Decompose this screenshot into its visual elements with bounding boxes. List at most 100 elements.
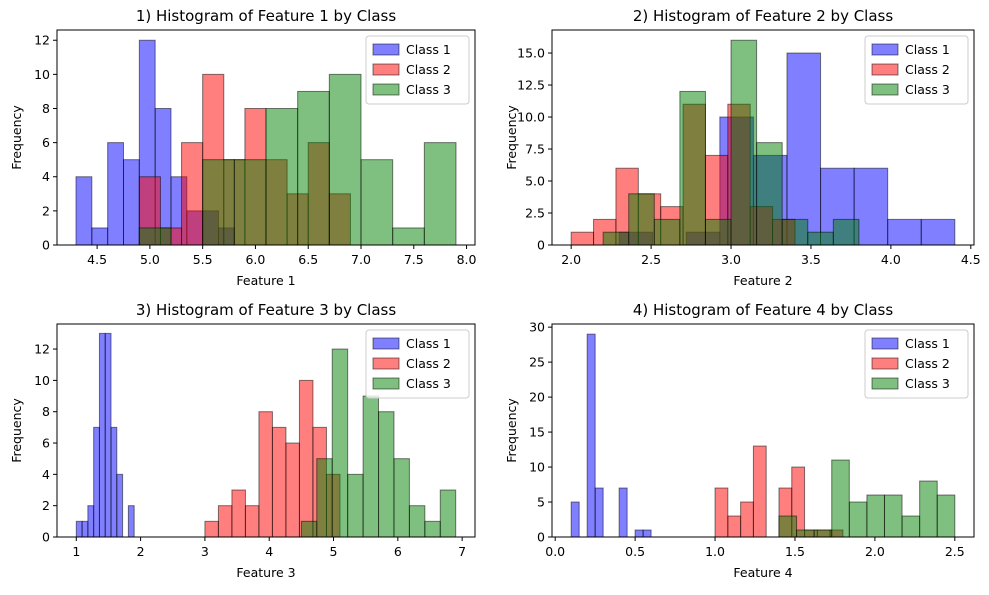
legend-swatch — [871, 63, 899, 76]
histogram-bar — [714, 487, 729, 538]
histogram-bar — [594, 487, 604, 538]
y-tick-label: 25 — [529, 355, 545, 370]
histogram-bar — [116, 473, 124, 538]
series-class-3 — [602, 39, 860, 246]
histogram-bar — [127, 505, 135, 538]
x-tick-label: 2.0 — [865, 544, 885, 559]
legend-label: Class 1 — [406, 42, 451, 57]
histogram-bar — [285, 442, 300, 538]
x-tick-label: 4.5 — [87, 252, 107, 267]
histogram-bar — [831, 459, 850, 538]
x-tick-label: 4.5 — [961, 252, 981, 267]
y-axis-label: Frequency — [504, 105, 519, 170]
histogram-bar — [813, 529, 833, 538]
histogram-bar — [786, 52, 822, 246]
histogram-bar — [202, 159, 235, 246]
histogram-bar — [408, 505, 426, 538]
histogram-bar — [244, 505, 260, 538]
histogram-bar — [853, 167, 889, 246]
y-tick-label: 6 — [42, 135, 50, 150]
x-tick-label: 4 — [265, 544, 273, 559]
series-class-3 — [778, 459, 956, 538]
histogram-bar — [393, 458, 410, 538]
x-tick-label: 0.5 — [625, 544, 645, 559]
y-tick-label: 4 — [42, 467, 50, 482]
y-tick-label: 10 — [529, 460, 545, 475]
series-class-3 — [300, 348, 457, 538]
histogram-bar — [91, 227, 109, 246]
x-tick-label: 2.5 — [945, 544, 965, 559]
plot-frame — [551, 29, 975, 246]
histogram-bar — [392, 227, 425, 246]
legend-label: Class 2 — [905, 62, 950, 77]
x-tick-label: 1.0 — [705, 544, 725, 559]
histogram-bar — [258, 411, 273, 538]
histogram-bar — [887, 218, 922, 246]
x-tick-label: 5.5 — [193, 252, 213, 267]
histogram-bar — [233, 159, 267, 246]
histogram-bar — [204, 520, 219, 538]
histogram-bar — [107, 142, 124, 246]
y-tick-label: 0 — [537, 238, 545, 253]
y-tick-label: 10.0 — [517, 110, 545, 125]
x-tick-label: 7 — [458, 544, 466, 559]
chart-title: 2) Histogram of Feature 2 by Class — [633, 7, 894, 25]
x-tick-label: 6.0 — [245, 252, 265, 267]
y-tick-label: 30 — [529, 320, 545, 335]
y-tick-label: 5 — [537, 495, 545, 510]
histogram-bar — [110, 426, 118, 538]
y-tick-label: 5.0 — [525, 174, 545, 189]
y-tick-label: 0 — [537, 530, 545, 545]
histogram-bar — [704, 218, 732, 246]
histogram-bar — [883, 494, 903, 538]
histogram-bar — [271, 426, 287, 538]
histogram-bar — [439, 489, 457, 538]
y-tick-label: 4 — [42, 169, 50, 184]
x-tick-label: 1 — [72, 544, 80, 559]
y-tick-label: 10 — [34, 67, 50, 82]
legend-label: Class 1 — [905, 42, 950, 57]
legend: Class 1 Class 2 Class 3 — [365, 329, 470, 399]
histogram-bar — [752, 445, 767, 538]
legend-label: Class 3 — [905, 376, 950, 391]
x-tick-label: 2.0 — [561, 252, 581, 267]
legend-swatch — [871, 337, 899, 350]
y-tick-label: 2 — [42, 498, 50, 513]
chart-title: 1) Histogram of Feature 1 by Class — [136, 7, 397, 25]
histogram-bar — [653, 218, 681, 246]
histogram-bar — [360, 159, 394, 246]
legend-swatch — [372, 377, 400, 390]
chart-panel-1: 4.5 5.0 5.5 6.0 6.5 7.0 7.5 8.0 0 2 4 6 8 10 12 1) Hist… — [9, 7, 477, 288]
histogram-bar — [328, 73, 362, 246]
histogram-bar — [297, 90, 330, 246]
histogram-bar — [602, 231, 630, 246]
legend-label: Class 3 — [406, 376, 451, 391]
histogram-bar — [901, 515, 921, 538]
histogram-bar — [936, 494, 956, 538]
legend: Class 1 Class 2 Class 3 — [365, 35, 470, 105]
histogram-bar — [362, 395, 380, 538]
histogram-bar — [634, 529, 644, 538]
legend-swatch — [372, 63, 400, 76]
legend-swatch — [372, 357, 400, 370]
y-tick-label: 15 — [529, 425, 545, 440]
x-tick-label: 2 — [137, 544, 145, 559]
y-tick-label: 8 — [42, 404, 50, 419]
y-tick-label: 15.0 — [517, 46, 545, 61]
x-tick-label: 7.5 — [404, 252, 424, 267]
histogram-bar — [586, 333, 596, 538]
x-axis-label: Feature 3 — [236, 565, 295, 580]
y-tick-label: 12.5 — [517, 78, 545, 93]
x-axis-label: Feature 4 — [733, 565, 792, 580]
plot-frame — [56, 29, 476, 246]
histogram-bar — [807, 231, 834, 246]
histogram-bar — [347, 473, 364, 538]
histogram-bar — [756, 142, 783, 246]
histogram-bar — [919, 480, 938, 538]
series-class-1 — [75, 332, 135, 538]
y-tick-label: 8 — [42, 101, 50, 116]
histogram-bar — [75, 176, 93, 246]
chart-title: 3) Histogram of Feature 3 by Class — [136, 301, 397, 319]
